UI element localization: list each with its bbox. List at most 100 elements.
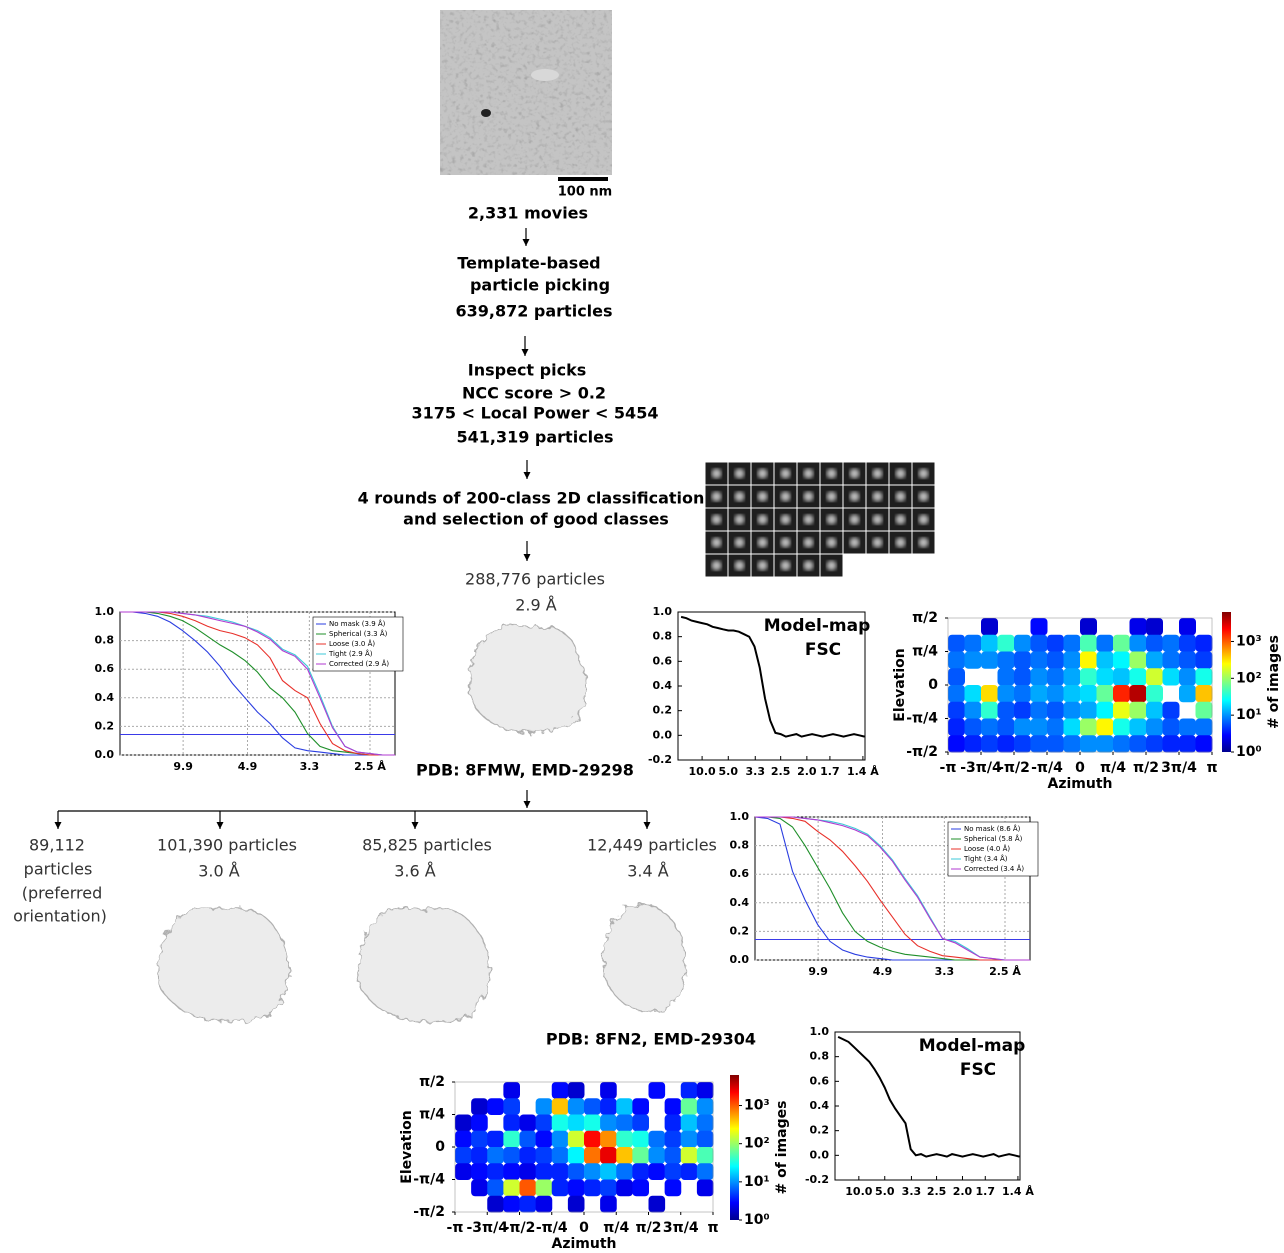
heatmap-cell <box>584 1180 601 1197</box>
heatmap-cell <box>632 1163 649 1180</box>
heatmap-cell <box>552 1131 569 1148</box>
heatmap-cell <box>1179 735 1196 752</box>
heatmap-cell <box>584 1098 601 1115</box>
heatmap-cell <box>981 702 998 719</box>
y-tick-label: 0.6 <box>653 654 673 667</box>
y-tick-label: 0.2 <box>95 719 115 732</box>
heatmap-cell <box>1179 635 1196 652</box>
micrograph-texture <box>440 10 612 175</box>
colorbar-label: # of images <box>1266 635 1282 729</box>
heatmap-cell <box>536 1131 553 1148</box>
x-tick-label: 2.5 <box>927 1185 947 1198</box>
heatmap-cell <box>1146 719 1163 736</box>
heatmap-cell <box>1047 652 1064 669</box>
flow-text: and selection of good classes <box>403 510 669 529</box>
heatmap-cell <box>1080 685 1097 702</box>
x-tick-label: 3.3 <box>935 965 955 978</box>
heatmap-cell <box>697 1082 714 1099</box>
x-tick-label: -π <box>447 1220 464 1236</box>
y-tick-label: 0.4 <box>730 896 750 909</box>
y-tick-label: π/4 <box>419 1107 445 1123</box>
y-tick-label: 0.0 <box>730 953 750 966</box>
x-tick-label: 3.3 <box>746 765 766 778</box>
legend-label: Tight (3.4 Å) <box>963 854 1008 863</box>
y-tick-label: 0.0 <box>810 1148 830 1161</box>
flow-text: 2.9 Å <box>515 596 557 615</box>
flow-text: 4 rounds of 200-class 2D classification <box>358 489 705 508</box>
heatmap-cell <box>681 1082 698 1099</box>
heatmap-cell <box>600 1196 617 1213</box>
heatmap-cell <box>1064 735 1081 752</box>
heatmap-cell <box>998 735 1015 752</box>
x-tick-label: 3π/4 <box>663 1220 699 1236</box>
heatmap-cell <box>1163 668 1180 685</box>
heatmap-cell <box>520 1163 537 1180</box>
y-tick-label: π/2 <box>419 1074 445 1090</box>
heatmap-cell <box>568 1163 585 1180</box>
heatmap-cell <box>1031 719 1048 736</box>
heatmap-cell <box>681 1131 698 1148</box>
heatmap-cell <box>1031 652 1048 669</box>
flow-text: Template-based <box>457 254 600 273</box>
x-tick-label: -π/2 <box>998 760 1030 776</box>
x-tick-label: 2.5 Å <box>989 965 1021 978</box>
heatmap-cell <box>649 1163 666 1180</box>
y-tick-label: 0 <box>928 677 938 693</box>
x-tick-label: 0 <box>579 1220 589 1236</box>
heatmap-cell <box>1064 702 1081 719</box>
heatmap-cell <box>1130 702 1147 719</box>
subset-text: 101,390 particles <box>157 836 297 855</box>
heatmap-cell <box>455 1115 472 1132</box>
heatmap-cell <box>584 1115 601 1132</box>
heatmap-cell <box>616 1131 633 1148</box>
y-tick-label: 0.6 <box>730 867 750 880</box>
y-tick-label: 0.2 <box>810 1124 830 1137</box>
heatmap-cell <box>1163 635 1180 652</box>
subset-text: particles <box>24 860 93 879</box>
x-tick-label: 1.7 <box>976 1185 996 1198</box>
x-tick-label: 1.7 <box>820 765 840 778</box>
heatmap-cell <box>965 652 982 669</box>
heatmap-cell <box>1097 702 1114 719</box>
legend-label: Loose (4.0 Å) <box>964 844 1010 853</box>
subset-text: 85,825 particles <box>362 836 492 855</box>
heatmap-cell <box>1080 652 1097 669</box>
heatmap-cell <box>487 1098 504 1115</box>
y-tick-label: 0.6 <box>95 662 115 675</box>
chart-title: Model-map <box>764 616 871 636</box>
heatmap-cell <box>1014 685 1031 702</box>
heatmap-cell <box>665 1147 682 1164</box>
heatmap-cell <box>568 1180 585 1197</box>
heatmap-cell <box>1196 668 1213 685</box>
heatmap-cell <box>965 735 982 752</box>
heatmap-cell <box>552 1082 569 1099</box>
chart-title: FSC <box>805 640 841 660</box>
x-tick-label: 3π/4 <box>1161 760 1197 776</box>
heatmap-cell <box>1080 668 1097 685</box>
heatmap-cell <box>552 1115 569 1132</box>
chart-title: FSC <box>960 1060 996 1080</box>
heatmap-cell <box>697 1131 714 1148</box>
heatmap-cell <box>1064 668 1081 685</box>
heatmap-cell <box>965 635 982 652</box>
heatmap-cell <box>1064 719 1081 736</box>
y-tick-label: 0.0 <box>95 748 115 761</box>
heatmap-cell <box>536 1196 553 1213</box>
y-tick-label: -π/4 <box>906 711 938 727</box>
y-tick-label: 0.2 <box>653 704 673 717</box>
heatmap-cell <box>552 1098 569 1115</box>
heatmap-cell <box>1163 735 1180 752</box>
heatmap-cell <box>503 1131 520 1148</box>
heatmap-cell <box>552 1163 569 1180</box>
heatmap-cell <box>665 1131 682 1148</box>
heatmap-cell <box>616 1180 633 1197</box>
heatmap-cell <box>1014 668 1031 685</box>
heatmap-cell <box>600 1131 617 1148</box>
subset-text: 3.4 Å <box>627 862 669 881</box>
heatmap-cell <box>1146 652 1163 669</box>
flow-text: NCC score > 0.2 <box>462 384 606 403</box>
legend-label: Loose (3.0 Å) <box>329 639 375 648</box>
y-tick-label: 0.8 <box>810 1050 830 1063</box>
heatmap-cell <box>1064 685 1081 702</box>
heatmap-cell <box>965 685 982 702</box>
